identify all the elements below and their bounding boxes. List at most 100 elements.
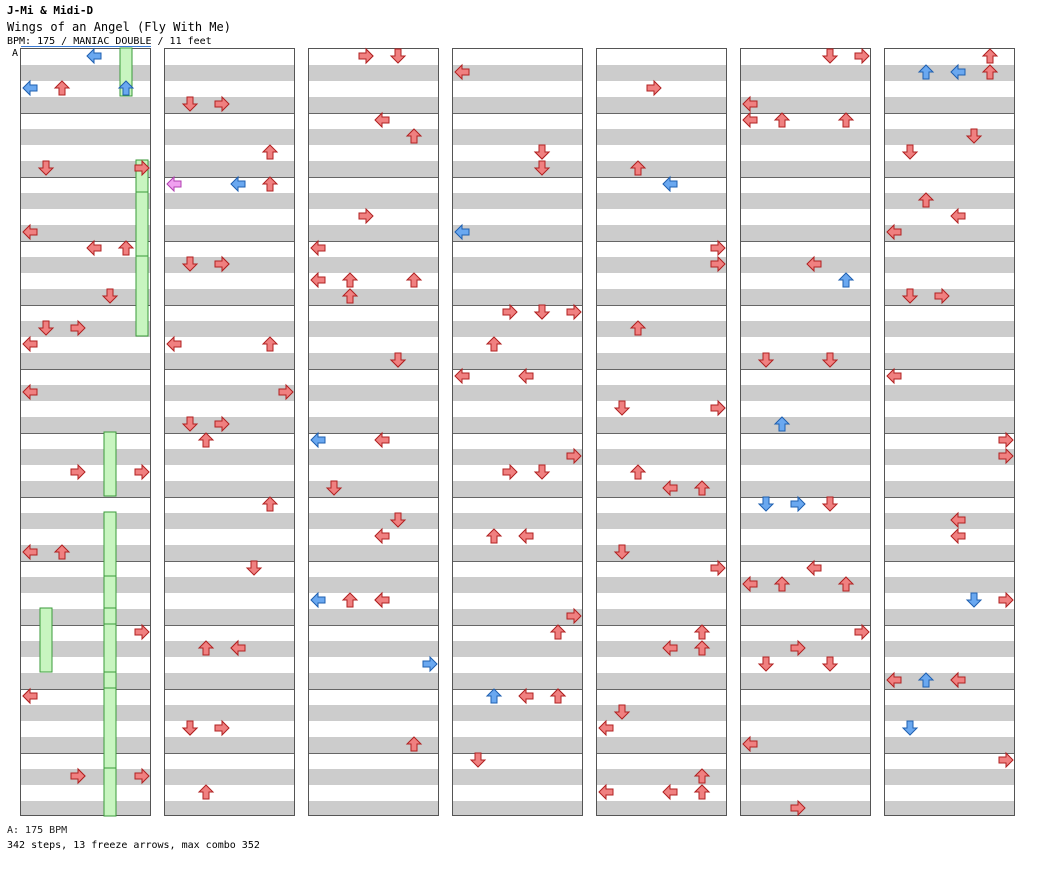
measure-line [21, 241, 150, 242]
beat-band [597, 193, 726, 209]
beat-band [453, 545, 582, 561]
beat-band [885, 321, 1014, 337]
beat-band [453, 641, 582, 657]
step-totals: 342 steps, 13 freeze arrows, max combo 3… [7, 840, 260, 851]
beat-band [21, 481, 150, 497]
measure-line [885, 689, 1014, 690]
beat-band [741, 193, 870, 209]
measure-line [165, 241, 294, 242]
measure-line [597, 561, 726, 562]
measure-line [597, 689, 726, 690]
beat-band [21, 225, 150, 241]
measure-line [165, 689, 294, 690]
beat-band [165, 705, 294, 721]
beat-band [885, 289, 1014, 305]
beat-band [885, 673, 1014, 689]
measure-line [21, 177, 150, 178]
beat-band [309, 513, 438, 529]
beat-band [453, 449, 582, 465]
beat-band [597, 417, 726, 433]
measure-line [165, 497, 294, 498]
measure-line [453, 561, 582, 562]
beat-band [453, 417, 582, 433]
beat-band [597, 737, 726, 753]
beat-band [309, 769, 438, 785]
beat-band [741, 449, 870, 465]
beat-band [597, 129, 726, 145]
beat-band [21, 385, 150, 401]
beat-band [597, 353, 726, 369]
measure-line [885, 625, 1014, 626]
beat-band [309, 385, 438, 401]
beat-band [309, 417, 438, 433]
measure-line [453, 433, 582, 434]
beat-band [21, 321, 150, 337]
measure-line [309, 689, 438, 690]
beat-band [741, 257, 870, 273]
measure-line [21, 369, 150, 370]
beat-band [453, 385, 582, 401]
measure-line [885, 433, 1014, 434]
beat-band [741, 417, 870, 433]
beat-band [309, 129, 438, 145]
beat-band [165, 193, 294, 209]
measure-line [21, 497, 150, 498]
beat-band [885, 449, 1014, 465]
measure-line [165, 113, 294, 114]
beat-band [741, 641, 870, 657]
beat-band [453, 321, 582, 337]
beat-band [21, 545, 150, 561]
beat-band [453, 577, 582, 593]
beat-band [885, 513, 1014, 529]
beat-band [165, 769, 294, 785]
measure-line [741, 561, 870, 562]
beat-band [453, 289, 582, 305]
beat-band [885, 97, 1014, 113]
beat-band [165, 225, 294, 241]
measure-line [309, 369, 438, 370]
beat-band [165, 641, 294, 657]
measure-line [597, 113, 726, 114]
beat-band [885, 129, 1014, 145]
measure-line [453, 689, 582, 690]
measure-line [309, 497, 438, 498]
beat-band [453, 801, 582, 815]
beat-band [21, 705, 150, 721]
beat-band [309, 609, 438, 625]
beat-band [165, 577, 294, 593]
beat-band [21, 353, 150, 369]
measure-line [885, 753, 1014, 754]
beat-band [885, 641, 1014, 657]
measure-line [21, 689, 150, 690]
beat-band [21, 641, 150, 657]
measure-line [741, 497, 870, 498]
beat-band [309, 481, 438, 497]
beat-band [309, 65, 438, 81]
measure-line [309, 561, 438, 562]
beat-band [453, 769, 582, 785]
beat-band [741, 65, 870, 81]
song-artist: J-Mi & Midi-D [7, 4, 94, 17]
beat-band [453, 129, 582, 145]
measure-line [597, 625, 726, 626]
bpm-summary: A: 175 BPM [7, 825, 68, 836]
beat-band [165, 737, 294, 753]
beat-band [21, 577, 150, 593]
beat-band [165, 161, 294, 177]
beat-band [165, 545, 294, 561]
beat-band [165, 513, 294, 529]
beat-band [453, 161, 582, 177]
beat-band [21, 417, 150, 433]
beat-band [741, 385, 870, 401]
measure-line [309, 625, 438, 626]
beat-band [309, 801, 438, 815]
beat-band [21, 449, 150, 465]
beat-band [885, 353, 1014, 369]
beat-band [741, 545, 870, 561]
beat-band [597, 545, 726, 561]
beat-band [741, 129, 870, 145]
beat-band [741, 705, 870, 721]
beat-band [453, 257, 582, 273]
beat-band [165, 673, 294, 689]
beat-band [885, 161, 1014, 177]
